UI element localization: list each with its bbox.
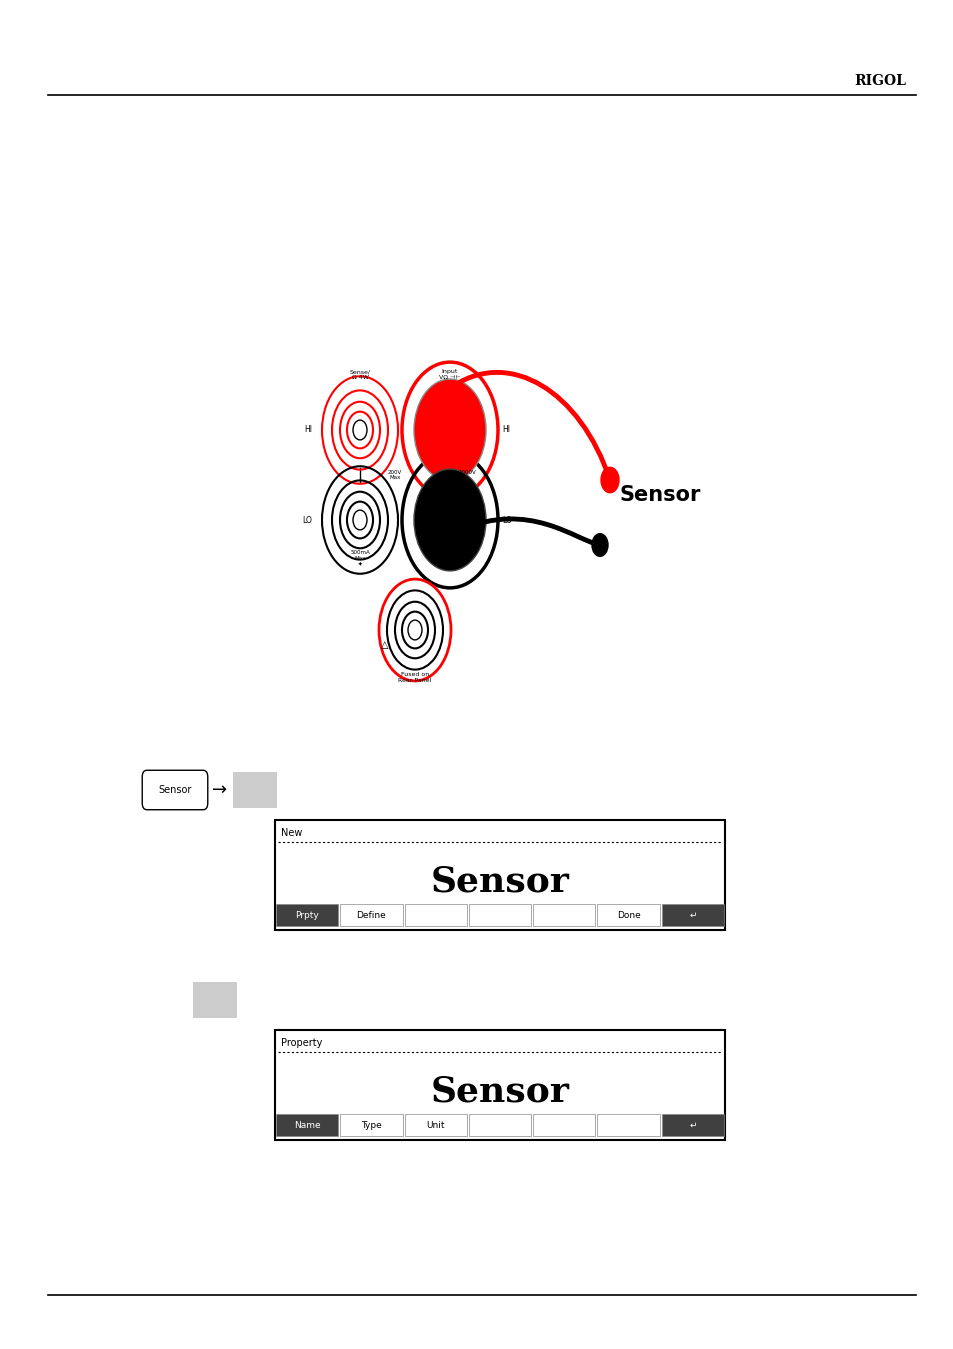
FancyBboxPatch shape bbox=[142, 770, 208, 809]
Circle shape bbox=[600, 467, 618, 492]
FancyBboxPatch shape bbox=[597, 1114, 659, 1136]
FancyBboxPatch shape bbox=[193, 982, 236, 1018]
FancyBboxPatch shape bbox=[661, 904, 723, 925]
Text: △: △ bbox=[381, 639, 388, 650]
FancyBboxPatch shape bbox=[275, 1114, 338, 1136]
Text: 200V
Max: 200V Max bbox=[388, 469, 402, 480]
FancyBboxPatch shape bbox=[468, 1114, 531, 1136]
Text: Sensor: Sensor bbox=[619, 486, 700, 505]
Text: Type: Type bbox=[360, 1121, 381, 1129]
FancyBboxPatch shape bbox=[233, 772, 276, 808]
Text: Unit: Unit bbox=[426, 1121, 444, 1129]
FancyBboxPatch shape bbox=[340, 1114, 402, 1136]
Text: Name: Name bbox=[294, 1121, 320, 1129]
Text: LO: LO bbox=[501, 515, 512, 525]
FancyBboxPatch shape bbox=[533, 904, 595, 925]
Text: LO: LO bbox=[302, 515, 312, 525]
Text: HI: HI bbox=[501, 425, 510, 434]
Text: Prpty: Prpty bbox=[295, 911, 318, 920]
Text: HI: HI bbox=[304, 425, 312, 434]
Text: ↵: ↵ bbox=[688, 911, 696, 920]
Text: →: → bbox=[213, 781, 228, 799]
FancyBboxPatch shape bbox=[275, 904, 338, 925]
Text: ↵: ↵ bbox=[688, 1121, 696, 1129]
Circle shape bbox=[414, 469, 485, 571]
Text: Property: Property bbox=[281, 1037, 322, 1048]
Text: Fused on
Rear Panel: Fused on Rear Panel bbox=[398, 672, 431, 683]
FancyBboxPatch shape bbox=[340, 904, 402, 925]
FancyBboxPatch shape bbox=[661, 1114, 723, 1136]
Text: Sensor: Sensor bbox=[430, 863, 569, 898]
Text: 1A
RMS: 1A RMS bbox=[443, 550, 456, 561]
Text: 1000V
Max: 1000V Max bbox=[457, 469, 476, 480]
Text: Sensor: Sensor bbox=[158, 785, 192, 795]
FancyBboxPatch shape bbox=[274, 1031, 724, 1140]
Text: 500mA
Max
✦: 500mA Max ✦ bbox=[350, 550, 370, 567]
Text: RIGOL: RIGOL bbox=[854, 74, 905, 88]
Text: Sensor: Sensor bbox=[430, 1074, 569, 1108]
FancyBboxPatch shape bbox=[404, 1114, 466, 1136]
FancyBboxPatch shape bbox=[468, 904, 531, 925]
Text: Input
VΩ ⊣⊢: Input VΩ ⊣⊢ bbox=[438, 370, 460, 380]
FancyBboxPatch shape bbox=[404, 904, 466, 925]
Circle shape bbox=[353, 510, 367, 530]
Text: New: New bbox=[281, 828, 302, 838]
FancyBboxPatch shape bbox=[597, 904, 659, 925]
Text: Define: Define bbox=[356, 911, 386, 920]
FancyBboxPatch shape bbox=[533, 1114, 595, 1136]
Circle shape bbox=[353, 420, 367, 440]
Text: Done: Done bbox=[616, 911, 639, 920]
FancyBboxPatch shape bbox=[274, 820, 724, 929]
Text: Sense/
Ω 4W: Sense/ Ω 4W bbox=[349, 370, 370, 380]
Circle shape bbox=[414, 379, 485, 480]
Circle shape bbox=[592, 534, 607, 556]
Circle shape bbox=[408, 621, 421, 639]
